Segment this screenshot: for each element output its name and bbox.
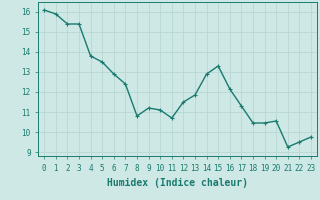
X-axis label: Humidex (Indice chaleur): Humidex (Indice chaleur) (107, 178, 248, 188)
